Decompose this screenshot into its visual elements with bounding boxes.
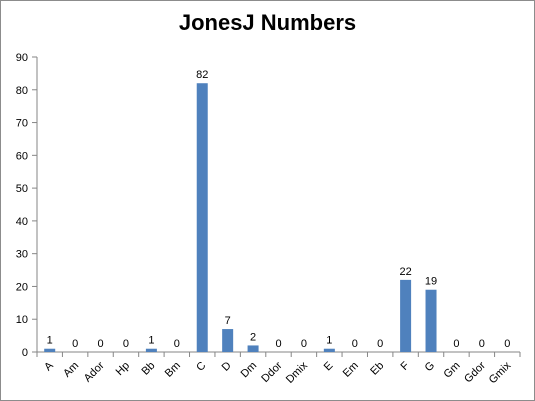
bar-C — [196, 83, 208, 352]
bar-A — [44, 348, 56, 352]
x-tick-label-Dm: Dm — [239, 360, 260, 381]
x-tick-label-Eb: Eb — [368, 360, 386, 378]
x-tick-label-C: C — [194, 360, 208, 374]
y-tick-label: 80 — [16, 85, 28, 97]
data-label-Am: 0 — [72, 338, 78, 350]
x-tick-label-Ddor: Ddor — [259, 359, 285, 385]
x-tick-label-Em: Em — [341, 360, 361, 380]
data-label-Hp: 0 — [123, 338, 129, 350]
data-label-E: 1 — [326, 335, 332, 347]
data-label-F: 22 — [399, 266, 411, 278]
x-tick-label-G: G — [423, 360, 438, 375]
x-tick-label-Hp: Hp — [114, 360, 132, 378]
y-tick-label: 50 — [16, 183, 28, 195]
data-label-Ador: 0 — [97, 338, 103, 350]
y-tick-label: 10 — [16, 314, 28, 326]
data-label-Bb: 1 — [148, 335, 154, 347]
data-label-Eb: 0 — [377, 338, 383, 350]
data-label-Dm: 2 — [250, 331, 256, 343]
bar-Bb — [145, 348, 157, 352]
data-label-Dmix: 0 — [301, 338, 307, 350]
data-label-G: 19 — [425, 276, 437, 288]
x-tick-label-Gdor: Gdor — [462, 359, 488, 385]
data-label-Bm: 0 — [174, 338, 180, 350]
x-tick-label-E: E — [322, 360, 336, 374]
x-tick-label-Bm: Bm — [163, 360, 183, 380]
data-label-Em: 0 — [352, 338, 358, 350]
bar-F — [400, 279, 412, 352]
bar-D — [222, 329, 234, 352]
chart-title: JonesJ Numbers — [178, 10, 357, 35]
y-tick-label: 20 — [16, 281, 28, 293]
x-tick-label-Gm: Gm — [442, 360, 463, 381]
x-tick-label-Am: Am — [61, 360, 81, 380]
data-label-D: 7 — [225, 315, 231, 327]
data-label-A: 1 — [47, 335, 53, 347]
data-label-Ddor: 0 — [275, 338, 281, 350]
data-label-Gdor: 0 — [479, 338, 485, 350]
y-tick-label: 40 — [16, 216, 28, 228]
data-label-Gmix: 0 — [504, 338, 510, 350]
x-tick-label-F: F — [398, 359, 411, 372]
y-tick-label: 0 — [22, 347, 28, 359]
x-tick-label-Bb: Bb — [140, 360, 158, 378]
y-tick-label: 60 — [16, 150, 28, 162]
bar-E — [323, 348, 335, 352]
data-label-C: 82 — [196, 69, 208, 81]
x-tick-label-D: D — [220, 360, 234, 374]
data-label-Gm: 0 — [453, 338, 459, 350]
bar-Dm — [247, 345, 259, 352]
x-tick-label-Dmix: Dmix — [284, 359, 311, 386]
y-tick-label: 70 — [16, 118, 28, 130]
bar-G — [425, 289, 437, 352]
y-tick-label: 30 — [16, 249, 28, 261]
x-tick-label-Ador: Ador — [82, 359, 107, 384]
x-tick-label-Gmix: Gmix — [487, 359, 514, 386]
y-tick-label: 90 — [16, 52, 28, 64]
x-tick-label-A: A — [42, 359, 56, 373]
